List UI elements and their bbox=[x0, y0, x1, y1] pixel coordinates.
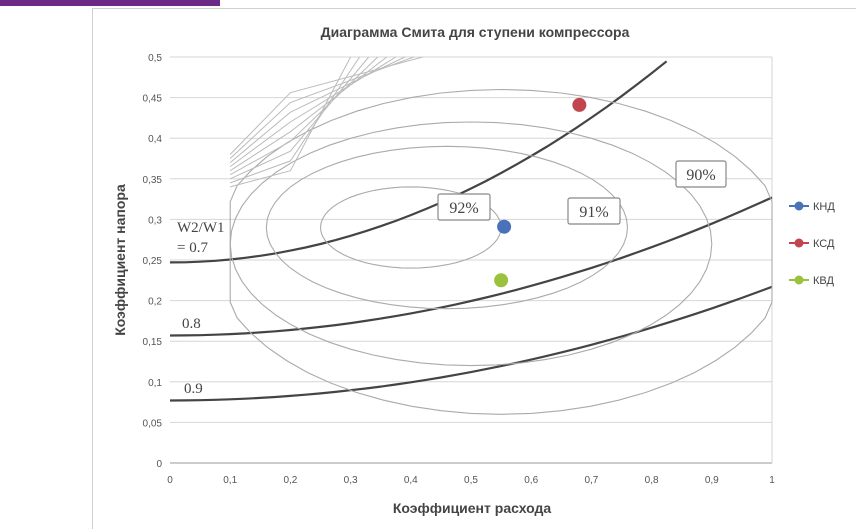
stall-contour bbox=[229, 56, 379, 176]
x-tick-label: 0,6 bbox=[524, 475, 538, 486]
annotation-w-ratio-07: W2/W1 = 0.7 bbox=[177, 220, 224, 256]
efficiency-91-text: 91% bbox=[579, 204, 608, 221]
stall-contour bbox=[229, 56, 414, 159]
efficiency-90-text: 90% bbox=[686, 167, 715, 184]
w-ratio-curve bbox=[169, 285, 773, 402]
y-tick-label: 0,5 bbox=[148, 53, 162, 64]
y-tick-label: 0,25 bbox=[143, 256, 163, 267]
y-tick-label: 0,3 bbox=[148, 215, 162, 226]
efficiency-contour bbox=[265, 145, 629, 310]
y-tick-label: 0 bbox=[156, 459, 162, 470]
annotation-w-ratio-09: 0.9 bbox=[184, 381, 203, 397]
x-tick-label: 0,1 bbox=[223, 475, 237, 486]
contour-curves bbox=[169, 56, 773, 415]
annotation-w-ratio-07-line2: = 0.7 bbox=[177, 240, 208, 256]
w-ratio-curve bbox=[169, 196, 773, 337]
y-axis-title: Коэффициент напора bbox=[112, 184, 128, 336]
efficiency-contour bbox=[319, 186, 502, 269]
data-point-1 bbox=[497, 219, 512, 234]
y-tick-label: 0,05 bbox=[143, 418, 163, 429]
w-ratio-curve bbox=[169, 60, 668, 264]
x-tick-label: 1 bbox=[769, 475, 775, 486]
y-tick-label: 0,1 bbox=[148, 378, 162, 389]
y-tick-label: 0,35 bbox=[143, 175, 163, 186]
y-tick-label: 0,4 bbox=[148, 134, 162, 145]
efficiency-contour bbox=[229, 88, 773, 415]
x-axis-title: Коэффициент расхода bbox=[393, 500, 552, 516]
efficiency-label-91: 91% bbox=[567, 197, 621, 225]
data-points bbox=[494, 97, 587, 288]
y-tick-labels: 0 0,05 0,1 0,15 0,2 0,25 0,3 0,35 0,4 0,45 0,5 bbox=[143, 53, 163, 470]
x-tick-labels: 0 0,1 0,2 0,3 0,4 0,5 0,6 0,7 0,8 0,9 1 bbox=[167, 475, 775, 486]
stall-contour bbox=[230, 56, 361, 184]
legend-label: КНД bbox=[813, 201, 835, 213]
x-tick-label: 0,5 bbox=[464, 475, 478, 486]
x-tick-label: 0 bbox=[167, 475, 173, 486]
data-point-2 bbox=[572, 97, 587, 112]
efficiency-label-90: 90% bbox=[675, 160, 727, 188]
efficiency-label-92: 92% bbox=[437, 193, 491, 221]
x-tick-label: 0,4 bbox=[404, 475, 418, 486]
x-tick-label: 0,2 bbox=[283, 475, 297, 486]
y-tick-label: 0,45 bbox=[143, 94, 163, 105]
x-tick-label: 0,3 bbox=[344, 475, 358, 486]
chart-frame bbox=[92, 8, 856, 529]
stall-contour bbox=[229, 56, 370, 180]
data-point-3 bbox=[494, 273, 509, 288]
chart-title: Диаграмма Смита для ступени компрессора bbox=[321, 24, 630, 40]
gridlines bbox=[170, 56, 773, 464]
legend-label: КСД bbox=[813, 238, 835, 250]
legend-marker bbox=[794, 201, 804, 211]
legend-marker bbox=[794, 238, 804, 248]
efficiency-92-text: 92% bbox=[449, 200, 478, 217]
legend: КНД КСД КВД bbox=[789, 201, 835, 287]
legend-marker bbox=[794, 275, 804, 285]
y-tick-label: 0,2 bbox=[148, 297, 162, 308]
top-accent-bar bbox=[0, 0, 220, 6]
legend-label: КВД bbox=[813, 275, 835, 287]
x-tick-label: 0,9 bbox=[705, 475, 719, 486]
annotation-w-ratio-08: 0.8 bbox=[182, 316, 201, 332]
x-tick-label: 0,7 bbox=[584, 475, 598, 486]
annotation-w-ratio-07-line1: W2/W1 bbox=[177, 220, 224, 236]
y-tick-label: 0,15 bbox=[143, 337, 163, 348]
stall-contour bbox=[230, 56, 352, 188]
stall-contour bbox=[229, 56, 406, 163]
x-tick-label: 0,8 bbox=[645, 475, 659, 486]
stall-contour bbox=[229, 56, 423, 155]
